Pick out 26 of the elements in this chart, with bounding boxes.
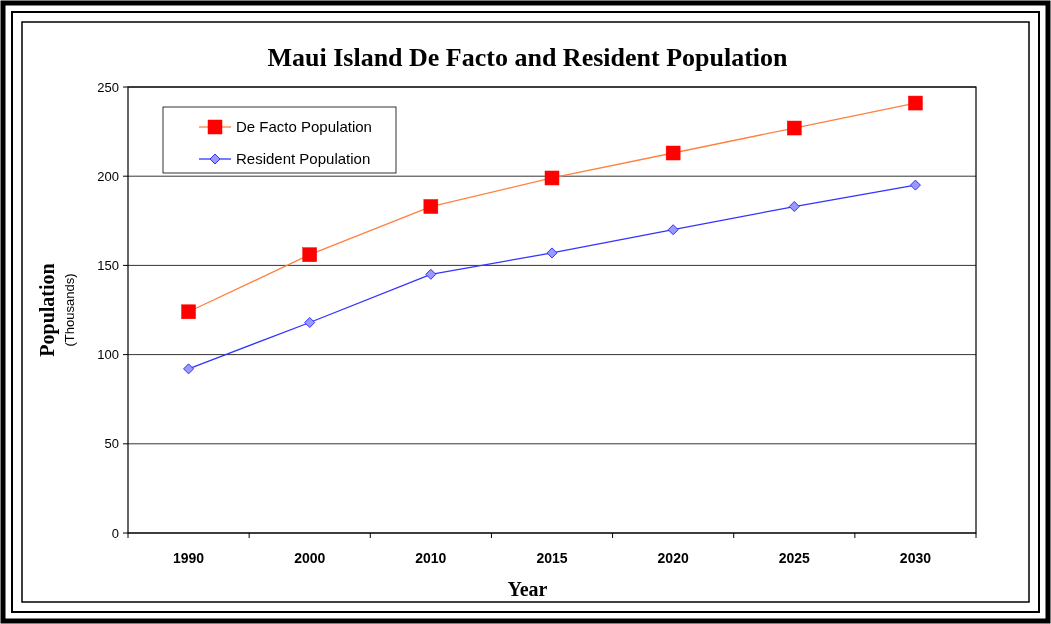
- y-tick-label: 150: [97, 257, 119, 273]
- x-tick-label: 2015: [536, 550, 568, 566]
- point: [667, 224, 679, 236]
- point: [909, 179, 921, 191]
- point: [183, 363, 195, 375]
- x-tick-label: 1990: [172, 550, 205, 566]
- legend-label: Resident Population: [236, 150, 371, 168]
- x-axis-title: Year: [507, 578, 548, 600]
- y-tick-label: 250: [97, 79, 119, 95]
- y-tick-label: 100: [97, 347, 119, 363]
- x-tick-label: 2000: [294, 550, 326, 566]
- x-tick-label: 2020: [657, 550, 689, 566]
- y-tick-label: 50: [104, 436, 119, 452]
- x-tick-label: 2030: [899, 550, 932, 566]
- y-tick-label: 0: [111, 525, 119, 541]
- x-tick-label: 2025: [778, 550, 811, 566]
- point: [788, 201, 800, 213]
- point: [425, 268, 437, 280]
- chart-title: Maui Island De Facto and Resident Population: [267, 43, 789, 72]
- y-tick-label: 200: [97, 168, 119, 184]
- point: [304, 316, 316, 328]
- point: [546, 247, 558, 259]
- text: (Thousands): [62, 273, 77, 347]
- legend-label: De Facto Population: [236, 118, 372, 136]
- y-axis-title: Population: [36, 263, 59, 357]
- x-tick-label: 2010: [415, 550, 447, 566]
